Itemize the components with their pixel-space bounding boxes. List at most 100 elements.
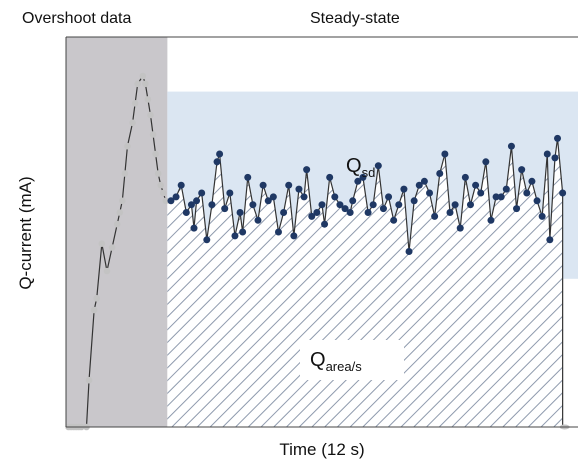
overshoot-point <box>103 267 111 275</box>
steady-point <box>426 189 434 197</box>
steady-point <box>221 205 229 213</box>
steady-point <box>349 197 357 205</box>
steady-point <box>528 177 536 185</box>
steady-point <box>379 205 387 213</box>
steady-point <box>436 170 444 177</box>
y-axis-label: Q-current (mA) <box>16 176 35 289</box>
steady-point <box>254 216 262 224</box>
overshoot-point <box>139 72 147 80</box>
steady-point <box>513 205 521 213</box>
steady-point <box>487 216 495 224</box>
steady-point <box>198 189 206 197</box>
overshoot-point <box>108 244 116 251</box>
steady-point <box>507 142 515 150</box>
steady-point <box>395 201 403 209</box>
steady-point <box>415 181 423 189</box>
overshoot-point <box>85 376 93 384</box>
steady-point <box>295 185 303 193</box>
overshoot-point <box>119 197 126 205</box>
steady-point <box>226 189 234 197</box>
overshoot-point <box>98 240 106 247</box>
steady-point <box>405 248 413 255</box>
overshoot-point <box>134 80 141 88</box>
overshoot-point <box>131 100 139 107</box>
steady-point <box>420 177 428 185</box>
steady-point <box>236 209 244 216</box>
overshoot-point <box>116 209 124 216</box>
steady-point <box>523 189 531 197</box>
overshoot-point <box>157 181 165 189</box>
steady-point <box>167 197 175 205</box>
steady-point <box>543 150 551 158</box>
steady-point <box>187 201 195 209</box>
steady-point <box>472 181 480 189</box>
steady-point <box>203 236 211 244</box>
steady-point <box>385 193 393 201</box>
steady-point <box>326 173 334 181</box>
steady-point <box>518 166 526 174</box>
steady-point <box>182 209 190 216</box>
steady-point <box>369 201 377 209</box>
steady-point <box>193 197 201 205</box>
overshoot-point <box>144 96 152 103</box>
overshoot-point <box>121 170 129 177</box>
steady-point <box>303 166 311 174</box>
steady-point <box>461 173 469 181</box>
overshoot-point <box>124 142 131 150</box>
overshoot-label: Overshoot data <box>22 10 132 27</box>
steady-point <box>538 212 546 220</box>
steady-point <box>374 162 382 170</box>
x-axis-label: Time (12 s) <box>279 440 364 459</box>
steady-point <box>213 158 221 166</box>
steady-point <box>300 193 308 201</box>
overshoot-point <box>113 220 121 228</box>
steady-point <box>359 173 367 181</box>
steady-point <box>231 232 239 240</box>
steady-point <box>290 232 298 240</box>
steady-point <box>456 224 464 232</box>
steady-point <box>533 197 541 205</box>
steady-point <box>482 158 490 166</box>
overshoot-point <box>147 111 154 119</box>
steady-point <box>313 209 321 216</box>
steady-point <box>177 181 185 189</box>
steady-point <box>451 201 459 209</box>
steady-point <box>410 197 418 205</box>
steady-point <box>502 185 510 193</box>
steady-point <box>354 177 362 185</box>
steady-point <box>216 150 224 158</box>
steady-point <box>321 220 329 228</box>
steady-point <box>431 212 439 220</box>
steady-point <box>390 216 398 224</box>
steady-point <box>336 201 344 209</box>
steady-point <box>346 209 354 216</box>
steady-point <box>274 228 282 236</box>
steady-point <box>441 150 449 158</box>
overshoot-point <box>152 150 159 158</box>
steady-point <box>318 201 326 209</box>
steady-point <box>190 224 198 232</box>
data-marks <box>65 72 570 431</box>
steady-point <box>554 134 562 142</box>
steady-point <box>308 212 316 220</box>
overshoot-point <box>93 295 101 302</box>
steady-point <box>400 185 408 193</box>
steady-point <box>244 173 252 181</box>
overshoot-point <box>129 119 136 127</box>
overshoot-point <box>149 131 157 138</box>
area-under-curve <box>167 138 563 427</box>
steady-point <box>269 193 277 201</box>
steady-point <box>249 201 257 209</box>
q-area-label: Qarea/s <box>310 349 362 374</box>
steady-state-label: Steady-state <box>310 10 400 27</box>
steady-point <box>446 209 454 216</box>
steady-point <box>208 201 216 209</box>
steady-point <box>466 201 474 209</box>
steady-point <box>239 228 247 236</box>
steady-point <box>559 189 567 197</box>
steady-point <box>546 236 554 244</box>
steady-point <box>259 181 267 189</box>
steady-point <box>285 181 293 189</box>
steady-point <box>280 209 288 216</box>
